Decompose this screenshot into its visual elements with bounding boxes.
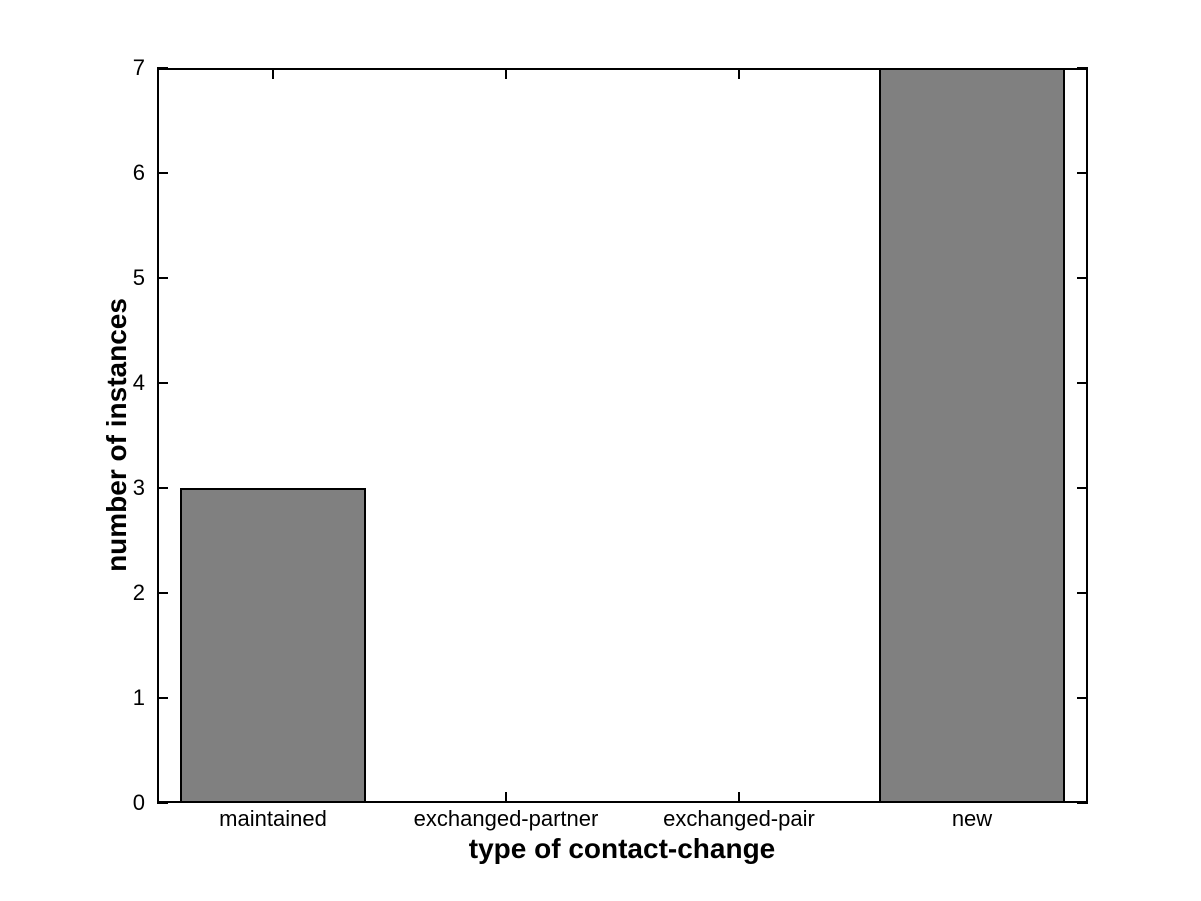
y-tick-left bbox=[157, 802, 168, 804]
y-tick-left bbox=[157, 487, 168, 489]
x-tick-top bbox=[272, 68, 274, 79]
x-tick-top bbox=[505, 68, 507, 79]
y-tick-label: 2 bbox=[132, 580, 145, 605]
y-axis-label: number of instances bbox=[101, 298, 132, 572]
x-axis-label: type of contact-change bbox=[468, 833, 776, 864]
y-tick-left bbox=[157, 172, 168, 174]
y-tick-label: 5 bbox=[132, 265, 145, 290]
y-tick-left bbox=[157, 697, 168, 699]
x-tick-bottom bbox=[505, 792, 507, 803]
y-tick-right bbox=[1077, 67, 1088, 69]
y-tick-label: 3 bbox=[132, 475, 145, 500]
y-tick-right bbox=[1077, 172, 1088, 174]
y-tick-right bbox=[1077, 697, 1088, 699]
y-tick-right bbox=[1077, 277, 1088, 279]
y-tick-label: 6 bbox=[132, 160, 145, 185]
x-tick-top bbox=[738, 68, 740, 79]
plot-area bbox=[157, 67, 1088, 804]
y-tick-right bbox=[1077, 592, 1088, 594]
y-tick-left bbox=[157, 277, 168, 279]
bar-maintained bbox=[180, 488, 366, 803]
y-tick-left bbox=[157, 382, 168, 384]
y-tick-label: 0 bbox=[132, 790, 145, 815]
x-tick-label: new bbox=[951, 806, 993, 831]
y-tick-right bbox=[1077, 802, 1088, 804]
y-tick-label: 4 bbox=[132, 370, 145, 395]
bar-new bbox=[879, 68, 1065, 803]
x-tick-bottom bbox=[738, 792, 740, 803]
y-tick-right bbox=[1077, 382, 1088, 384]
y-tick-right bbox=[1077, 487, 1088, 489]
y-tick-label: 7 bbox=[132, 55, 145, 80]
x-tick-label: exchanged-pair bbox=[663, 806, 815, 831]
x-tick-label: maintained bbox=[219, 806, 327, 831]
y-tick-label: 1 bbox=[132, 685, 145, 710]
y-tick-left bbox=[157, 592, 168, 594]
y-tick-left bbox=[157, 67, 168, 69]
x-tick-label: exchanged-partner bbox=[413, 806, 599, 831]
